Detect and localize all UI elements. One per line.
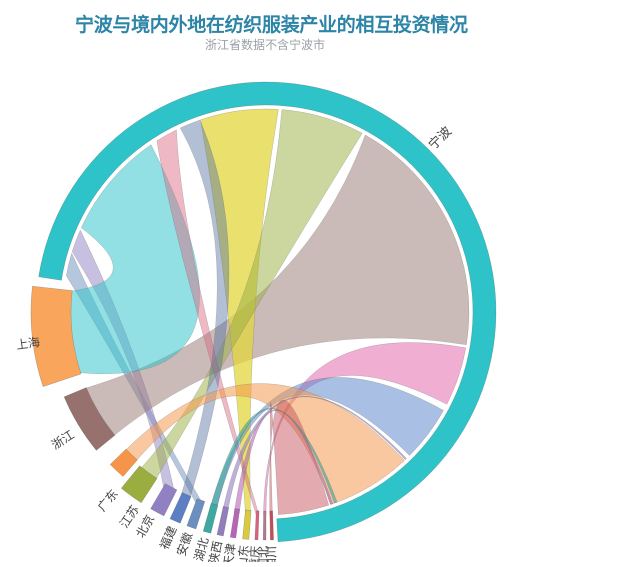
- svg-text:湖北: 湖北: [191, 536, 212, 562]
- svg-text:安徽: 安徽: [173, 530, 195, 558]
- svg-text:陕西: 陕西: [205, 539, 225, 562]
- svg-text:山东: 山东: [235, 544, 251, 562]
- svg-text:宁波: 宁波: [425, 123, 454, 152]
- svg-text:浙江: 浙江: [49, 428, 77, 453]
- svg-text:天津: 天津: [221, 542, 238, 562]
- svg-text:广东: 广东: [95, 487, 121, 514]
- svg-text:上海: 上海: [15, 334, 41, 352]
- svg-text:四川: 四川: [264, 546, 279, 562]
